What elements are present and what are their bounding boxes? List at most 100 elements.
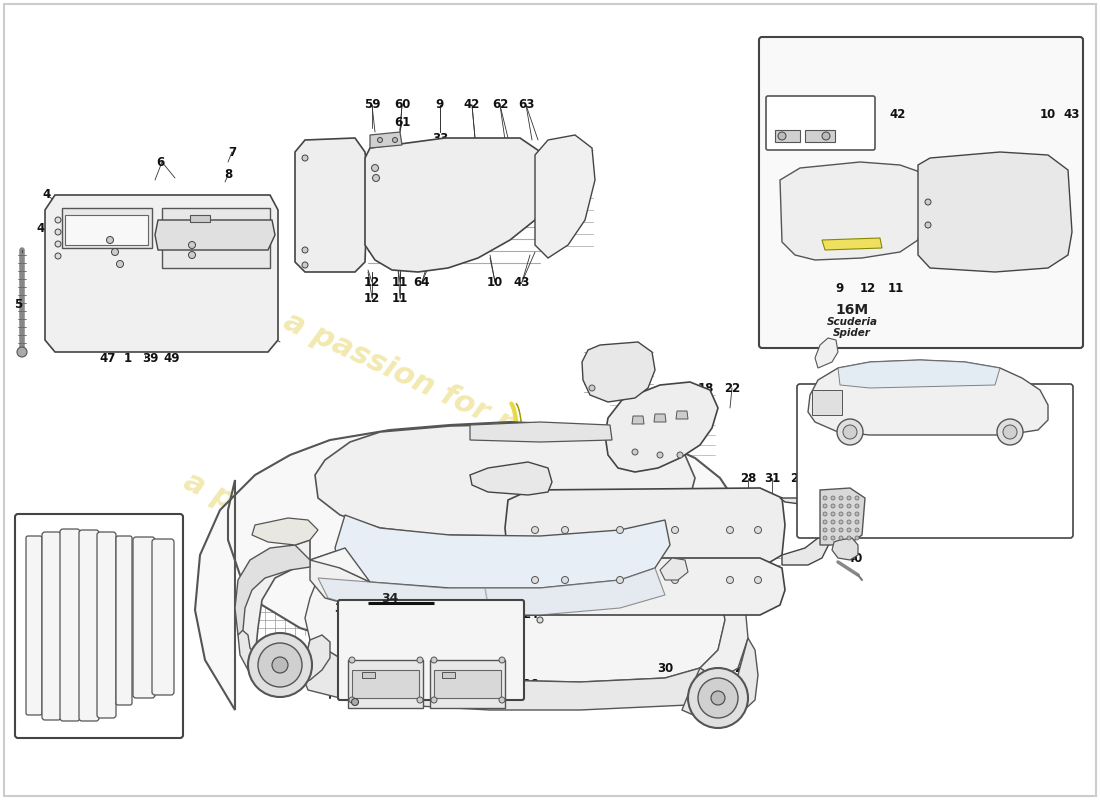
Text: 56: 56 (604, 471, 620, 485)
FancyBboxPatch shape (152, 539, 174, 695)
Circle shape (847, 520, 851, 524)
Text: 60: 60 (394, 98, 410, 111)
Circle shape (302, 262, 308, 268)
Circle shape (499, 657, 505, 663)
Circle shape (55, 217, 60, 223)
Circle shape (417, 657, 424, 663)
Polygon shape (422, 605, 505, 682)
Circle shape (830, 520, 835, 524)
Text: 22: 22 (724, 382, 740, 394)
Polygon shape (442, 672, 455, 678)
Polygon shape (470, 462, 552, 495)
Polygon shape (820, 488, 865, 545)
FancyBboxPatch shape (60, 529, 80, 721)
Text: 12: 12 (860, 282, 876, 294)
Circle shape (823, 512, 827, 516)
Text: 43: 43 (1064, 109, 1080, 122)
Text: 28: 28 (619, 691, 636, 705)
Circle shape (823, 528, 827, 532)
Polygon shape (535, 135, 595, 258)
Text: 6: 6 (156, 155, 164, 169)
Circle shape (830, 536, 835, 540)
Circle shape (537, 617, 543, 623)
Circle shape (349, 697, 355, 703)
Bar (348, 660, 424, 708)
Text: 29: 29 (702, 662, 718, 674)
Text: 36: 36 (360, 606, 376, 618)
Circle shape (107, 237, 113, 243)
Text: 38: 38 (333, 602, 350, 614)
Text: 24: 24 (521, 609, 538, 622)
Text: 64: 64 (414, 275, 430, 289)
Circle shape (188, 251, 196, 258)
Polygon shape (632, 416, 644, 424)
Polygon shape (235, 545, 310, 635)
Circle shape (855, 496, 859, 500)
Circle shape (531, 526, 539, 534)
Text: 20: 20 (642, 429, 658, 442)
Text: 11: 11 (392, 291, 408, 305)
FancyBboxPatch shape (766, 96, 874, 150)
Polygon shape (822, 238, 882, 250)
Circle shape (671, 577, 679, 583)
Text: 8: 8 (224, 169, 232, 182)
Polygon shape (195, 422, 745, 710)
Circle shape (755, 577, 761, 583)
Polygon shape (336, 515, 670, 588)
Circle shape (616, 577, 624, 583)
Polygon shape (162, 208, 270, 268)
Text: 45: 45 (834, 529, 850, 542)
Circle shape (755, 526, 761, 534)
Circle shape (726, 577, 734, 583)
Circle shape (248, 633, 312, 697)
Text: 65: 65 (780, 109, 796, 122)
Circle shape (671, 526, 679, 534)
Text: 58: 58 (640, 551, 657, 565)
Circle shape (499, 697, 505, 703)
FancyBboxPatch shape (116, 536, 132, 705)
Polygon shape (190, 215, 210, 222)
Text: 47: 47 (100, 351, 117, 365)
Text: 28: 28 (734, 662, 750, 674)
Polygon shape (485, 558, 785, 615)
Text: 50: 50 (223, 214, 240, 226)
Circle shape (839, 520, 843, 524)
Text: 11: 11 (888, 282, 904, 294)
Text: 9: 9 (436, 98, 444, 111)
Text: 7: 7 (228, 146, 236, 158)
Circle shape (855, 520, 859, 524)
Text: 37: 37 (628, 443, 645, 457)
Circle shape (830, 504, 835, 508)
Bar (352, 670, 419, 698)
Text: 51: 51 (550, 586, 566, 598)
Polygon shape (65, 215, 148, 245)
Text: 26: 26 (521, 678, 538, 691)
FancyBboxPatch shape (338, 600, 524, 700)
Circle shape (561, 577, 569, 583)
Circle shape (823, 536, 827, 540)
Text: 53: 53 (861, 474, 878, 486)
Circle shape (855, 528, 859, 532)
Text: 67: 67 (382, 606, 398, 618)
Circle shape (839, 504, 843, 508)
Circle shape (823, 496, 827, 500)
Polygon shape (295, 138, 368, 272)
Circle shape (726, 526, 734, 534)
Circle shape (698, 678, 738, 718)
Polygon shape (155, 220, 275, 250)
Text: 48: 48 (36, 222, 53, 234)
Text: 1: 1 (124, 351, 132, 365)
Circle shape (855, 504, 859, 508)
Circle shape (431, 697, 437, 703)
Text: 39: 39 (142, 351, 158, 365)
Circle shape (855, 512, 859, 516)
Polygon shape (815, 338, 838, 368)
Text: 31: 31 (763, 471, 780, 485)
Text: 59: 59 (364, 98, 381, 111)
FancyBboxPatch shape (759, 37, 1084, 348)
Circle shape (830, 512, 835, 516)
Polygon shape (832, 538, 858, 560)
Text: 30: 30 (657, 662, 673, 674)
Polygon shape (805, 130, 835, 142)
Polygon shape (808, 360, 1048, 435)
